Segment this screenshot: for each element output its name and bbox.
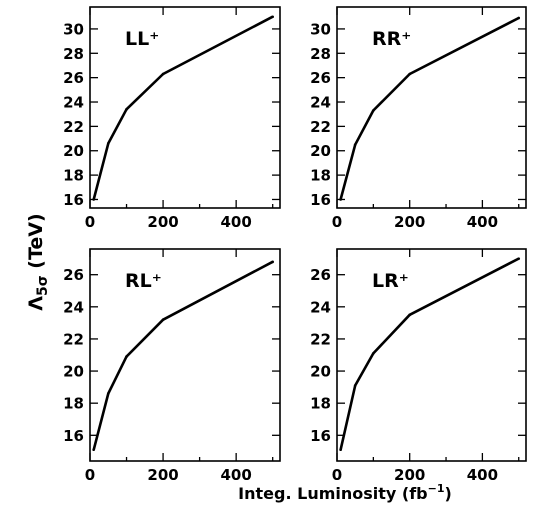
plot-frame xyxy=(336,6,527,209)
plot-frame xyxy=(89,6,281,209)
data-point xyxy=(92,198,95,201)
data-point xyxy=(353,143,357,146)
y-tick-label: 18 xyxy=(310,395,331,413)
y-tick-label: 28 xyxy=(63,45,84,63)
x-tick-label: 400 xyxy=(467,213,498,231)
y-tick-label: 24 xyxy=(310,298,331,316)
y-axis-title-symbol: Λ xyxy=(25,296,47,311)
x-tick-label: 0 xyxy=(85,466,95,484)
panel-label-lr: LR⁺ xyxy=(372,270,409,292)
y-tick-label: 22 xyxy=(310,330,331,348)
y-tick-label: 24 xyxy=(63,94,84,112)
x-tick-label: 400 xyxy=(220,213,251,231)
data-point xyxy=(408,72,411,76)
y-tick-label: 20 xyxy=(310,363,331,381)
x-tick-label: 0 xyxy=(85,213,95,231)
y-tick-label: 16 xyxy=(310,427,331,445)
x-axis-title-exponent: −1 xyxy=(428,482,445,495)
series-line-rr xyxy=(339,16,520,200)
y-tick-label: 16 xyxy=(63,427,84,445)
series-line-lr xyxy=(339,257,520,451)
x-tick-label: 200 xyxy=(147,466,178,484)
data-point xyxy=(271,260,274,264)
y-axis-title-subscript: 5σ xyxy=(35,275,51,296)
data-point xyxy=(125,108,128,111)
data-point xyxy=(271,15,274,19)
y-tick-label: 24 xyxy=(63,298,84,316)
panel-label-rl: RL⁺ xyxy=(125,270,162,292)
panel-rr: 0 200 400 16 18 20 22 24 26 28 30 RR⁺ xyxy=(310,6,527,231)
y-tick-label: 30 xyxy=(63,20,84,38)
y-tick-label: 26 xyxy=(63,69,84,87)
data-point xyxy=(161,72,165,76)
x-tick-label: 200 xyxy=(394,213,425,231)
x-tick-label: 200 xyxy=(394,466,425,484)
y-tick-label: 18 xyxy=(310,167,331,185)
data-point xyxy=(339,198,342,201)
y-tick-label: 16 xyxy=(310,191,331,209)
panel-rl: 0 200 400 16 18 20 22 24 26 RL⁺ xyxy=(63,248,281,484)
y-tick-label: 16 xyxy=(63,191,84,209)
data-point xyxy=(125,355,128,358)
series-line-ll xyxy=(92,15,274,200)
x-axis-title: Integ. Luminosity (fb−1) xyxy=(238,482,452,503)
data-point xyxy=(517,16,521,20)
y-tick-label: 18 xyxy=(63,395,84,413)
x-tick-label: 400 xyxy=(220,466,251,484)
data-point xyxy=(408,313,411,317)
x-tick-label: 0 xyxy=(332,213,342,231)
y-tick-label: 18 xyxy=(63,167,84,185)
y-tick-label: 24 xyxy=(310,94,331,112)
data-point xyxy=(353,384,357,387)
y-tick-label: 22 xyxy=(63,118,84,136)
y-tick-label: 26 xyxy=(63,266,84,284)
y-tick-label: 20 xyxy=(310,142,331,160)
panel-label-rr: RR⁺ xyxy=(372,28,411,50)
data-point xyxy=(106,392,110,395)
panel-ll: 0 200 400 16 18 20 22 24 26 28 30 LL⁺ xyxy=(63,6,281,231)
y-tick-label: 20 xyxy=(63,142,84,160)
y-tick-label: 22 xyxy=(310,118,331,136)
y-tick-label: 20 xyxy=(63,363,84,381)
y-tick-label: 26 xyxy=(310,69,331,87)
data-point xyxy=(106,142,110,145)
series-line-rl xyxy=(92,260,274,451)
y-tick-label: 26 xyxy=(310,266,331,284)
panel-label-ll: LL⁺ xyxy=(125,28,159,50)
data-point xyxy=(339,448,342,452)
data-point xyxy=(372,352,375,355)
data-point xyxy=(517,257,521,260)
plot-frame xyxy=(336,248,527,462)
y-tick-label: 28 xyxy=(310,45,331,63)
y-tick-label: 30 xyxy=(310,20,331,38)
y-axis-title: Λ5σ (TeV) xyxy=(25,213,51,310)
x-axis-title-text: Integ. Luminosity (fb xyxy=(238,484,427,503)
x-tick-label: 0 xyxy=(332,466,342,484)
data-point xyxy=(372,109,375,112)
data-point xyxy=(161,318,165,321)
y-tick-label: 22 xyxy=(63,330,84,348)
panel-lr: 0 200 400 16 18 20 22 24 26 LR⁺ xyxy=(310,248,527,484)
x-axis-title-suffix: ) xyxy=(445,484,452,503)
x-tick-label: 400 xyxy=(467,466,498,484)
y-axis-title-unit: (TeV) xyxy=(25,213,47,275)
x-tick-label: 200 xyxy=(147,213,178,231)
data-point xyxy=(92,448,95,452)
plot-frame xyxy=(89,248,281,462)
